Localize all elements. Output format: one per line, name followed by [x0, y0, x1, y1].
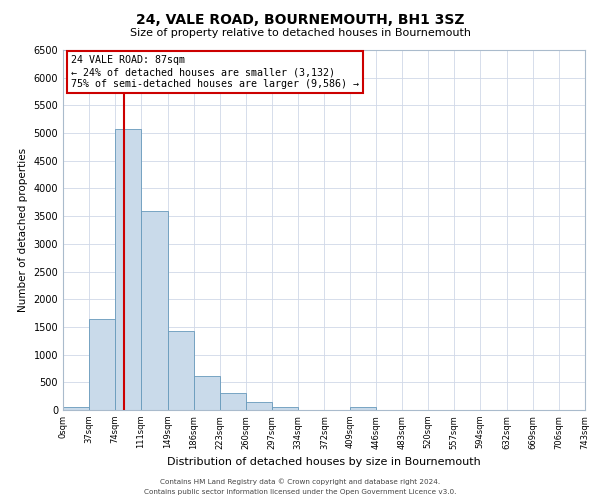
Text: 24, VALE ROAD, BOURNEMOUTH, BH1 3SZ: 24, VALE ROAD, BOURNEMOUTH, BH1 3SZ: [136, 12, 464, 26]
Bar: [220, 394, 245, 410]
Bar: [63, 407, 89, 410]
Text: 24 VALE ROAD: 87sqm
← 24% of detached houses are smaller (3,132)
75% of semi-det: 24 VALE ROAD: 87sqm ← 24% of detached ho…: [71, 56, 359, 88]
Bar: [194, 376, 220, 410]
Text: Contains public sector information licensed under the Open Government Licence v3: Contains public sector information licen…: [144, 489, 456, 495]
Bar: [89, 318, 115, 410]
X-axis label: Distribution of detached houses by size in Bournemouth: Distribution of detached houses by size …: [167, 457, 481, 467]
Text: Size of property relative to detached houses in Bournemouth: Size of property relative to detached ho…: [130, 28, 470, 38]
Y-axis label: Number of detached properties: Number of detached properties: [18, 148, 28, 312]
Bar: [245, 402, 272, 410]
Bar: [141, 210, 167, 410]
Bar: [167, 332, 194, 410]
Bar: [272, 406, 298, 410]
Bar: [115, 128, 141, 410]
Text: Contains HM Land Registry data © Crown copyright and database right 2024.: Contains HM Land Registry data © Crown c…: [160, 478, 440, 485]
Bar: [350, 407, 376, 410]
